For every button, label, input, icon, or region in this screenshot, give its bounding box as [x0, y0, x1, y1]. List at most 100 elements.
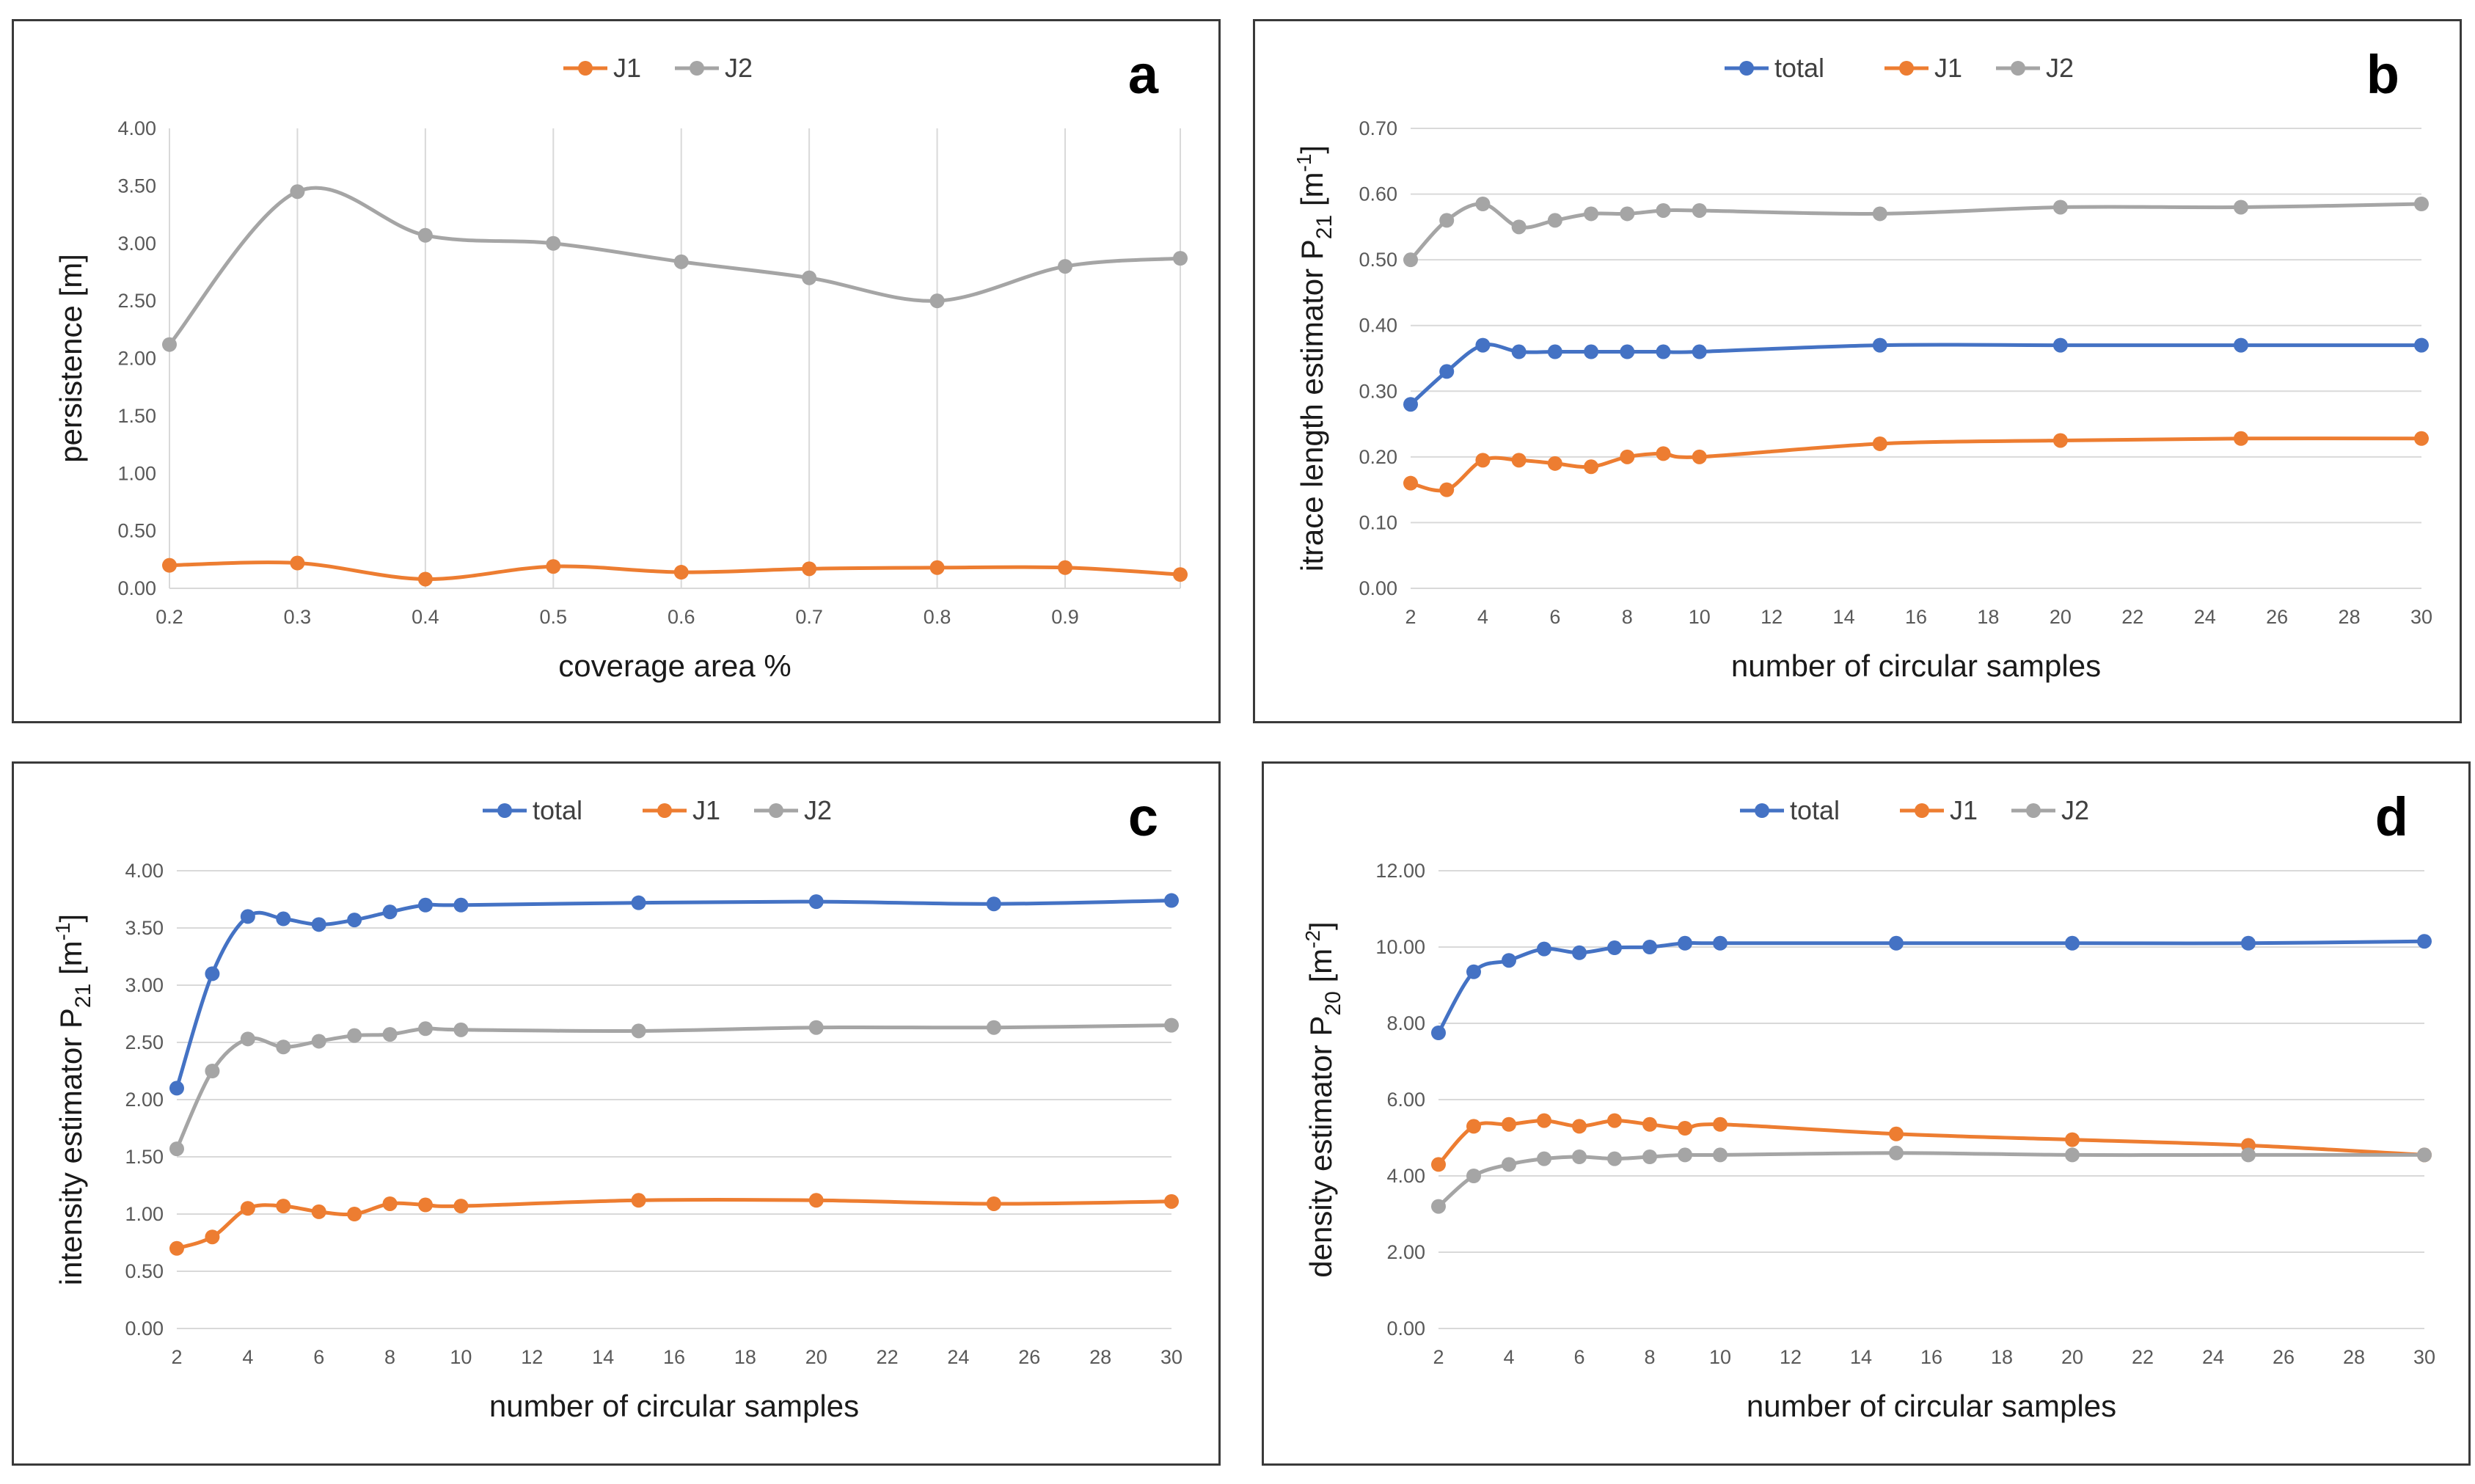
chart-c-ytick-label: 2.00	[125, 1089, 164, 1111]
chart-b-ytick-label: 0.50	[1359, 249, 1397, 271]
chart-b-xtick-label: 10	[1689, 606, 1711, 628]
legend-total-marker	[1739, 61, 1754, 76]
legend-total-label: total	[1774, 53, 1824, 83]
y-axis-title-superscript: -1	[51, 922, 74, 940]
chart-c-point-j1-6	[382, 1196, 398, 1211]
chart-b-point-j1-8	[1692, 449, 1707, 464]
chart-c-point-j2-5	[347, 1028, 362, 1043]
chart-b-point-total-7	[1656, 344, 1671, 359]
chart-d-xtick-label: 2	[1433, 1346, 1444, 1368]
chart-d-ytick-label: 8.00	[1386, 1012, 1425, 1034]
chart-b-point-j1-5	[1584, 459, 1599, 475]
chart-b-point-j1-12	[2414, 431, 2429, 446]
chart-d-point-j1-0	[1431, 1157, 1446, 1172]
chart-c-xtick-label: 2	[171, 1346, 182, 1368]
chart-c-ytick-label: 0.00	[125, 1317, 164, 1339]
chart-c-svg: 0.000.501.001.502.002.503.003.504.002 4 6 8…	[51, 786, 1182, 1423]
chart-a-xtick-label: 0.5	[540, 606, 568, 628]
legend-j1-marker	[578, 61, 593, 76]
chart-c-point-j2-3	[276, 1039, 291, 1055]
chart-c-point-j1-3	[276, 1199, 291, 1214]
chart-a-point-j2-6	[929, 293, 945, 309]
legend-j1-marker	[1915, 803, 1929, 818]
legend-total-label: total	[533, 795, 582, 825]
chart-d-point-j2-9	[1889, 1145, 1904, 1160]
chart-d-xtick-label: 22	[2132, 1346, 2154, 1368]
chart-c-point-j2-10	[808, 1020, 824, 1035]
chart-b-point-total-11	[2233, 337, 2248, 353]
chart-c-point-j1-7	[418, 1197, 433, 1213]
chart-b-xtick-label: 4	[1477, 606, 1488, 628]
chart-a-xtick-label: 0.2	[156, 606, 183, 628]
chart-d-xtick-label: 20	[2061, 1346, 2083, 1368]
chart-b-point-j2-9	[1872, 206, 1887, 222]
chart-d-point-total-12	[2417, 934, 2432, 949]
chart-d-point-j1-7	[1678, 1121, 1692, 1136]
chart-d-xtick-label: 14	[1850, 1346, 1872, 1368]
chart-b-series-line-j1	[1410, 436, 2422, 493]
chart-c-y-axis-title: intensity estimator P21 [m-1]	[51, 914, 95, 1285]
chart-panel-c: 0.00 0.50 1.00 1.50 2.00 2.50 3.00 3.50 4.00 2 4 6 8…	[12, 761, 1221, 1466]
chart-d-point-j1-2	[1502, 1116, 1516, 1132]
chart-d-xtick-label: 10	[1709, 1346, 1731, 1368]
chart-c-point-j1-1	[205, 1229, 220, 1245]
chart-a-ytick-label: 2.00	[117, 348, 156, 370]
chart-b-point-total-8	[1692, 344, 1707, 359]
chart-d-point-j1-5	[1607, 1113, 1622, 1128]
chart-d-point-j1-10	[2065, 1132, 2080, 1147]
chart-b-xtick-label: 8	[1622, 606, 1633, 628]
chart-c-point-j1-10	[808, 1193, 824, 1208]
chart-a-ytick-label: 2.50	[117, 290, 156, 312]
chart-a-ytick-label: 1.00	[117, 462, 156, 484]
chart-c-point-total-0	[169, 1081, 184, 1096]
chart-b-xtick-label: 6	[1549, 606, 1560, 628]
legend-j1-marker	[1899, 61, 1914, 76]
chart-d-point-total-5	[1607, 940, 1622, 956]
chart-b-point-j1-3	[1511, 453, 1527, 468]
y-axis-title-part: density estimator P	[1304, 1016, 1338, 1278]
chart-b-point-j1-10	[2052, 433, 2068, 448]
legend-j2-label: J2	[2046, 53, 2074, 83]
chart-b-series-line-j2	[1409, 202, 2422, 261]
chart-c-xtick-label: 28	[1089, 1346, 1111, 1368]
chart-d-point-j1-4	[1572, 1119, 1587, 1134]
chart-c-point-total-12	[1164, 893, 1179, 908]
chart-c-point-j1-9	[631, 1193, 646, 1208]
chart-a-series-line-j2	[168, 186, 1181, 346]
chart-a-xtick-label: 0.7	[795, 606, 823, 628]
legend-j2-label: J2	[2061, 795, 2089, 825]
chart-c-point-j1-12	[1164, 1194, 1179, 1209]
chart-c-ytick-label: 1.00	[125, 1203, 164, 1225]
chart-d-xtick-label: 26	[2273, 1346, 2295, 1368]
chart-c-point-total-9	[631, 895, 646, 910]
chart-c-point-total-1	[205, 966, 220, 982]
chart-a-point-j1-2	[417, 571, 433, 587]
chart-a-ytick-label: 0.50	[117, 520, 156, 542]
chart-d-point-total-8	[1713, 935, 1728, 951]
chart-b-xtick-label: 14	[1833, 606, 1855, 628]
legend-j1-label: J1	[1950, 795, 1978, 825]
chart-a-point-j1-3	[546, 559, 561, 574]
y-axis-title-superscript: -1	[1293, 154, 1315, 172]
chart-a-point-j1-0	[162, 558, 177, 573]
chart-a-point-j1-1	[290, 555, 305, 571]
chart-c-xtick-label: 26	[1018, 1346, 1040, 1368]
chart-c-point-total-2	[240, 909, 255, 924]
chart-c-ytick-label: 0.50	[125, 1260, 164, 1282]
chart-b-xtick-label: 2	[1405, 606, 1416, 628]
chart-b-point-total-1	[1439, 364, 1455, 379]
chart-a-ytick-label: 4.00	[117, 117, 156, 139]
chart-c-point-total-6	[382, 904, 398, 920]
chart-d-point-j2-8	[1713, 1147, 1728, 1163]
chart-c-point-total-5	[347, 913, 362, 928]
chart-b-point-j2-1	[1439, 213, 1455, 228]
chart-c-point-j2-9	[631, 1023, 646, 1039]
chart-a-point-j1-8	[1173, 567, 1188, 582]
chart-d-xtick-label: 24	[2202, 1346, 2224, 1368]
chart-b-point-j2-11	[2233, 200, 2248, 215]
chart-d-point-j2-5	[1607, 1151, 1622, 1166]
chart-d-point-total-6	[1642, 940, 1657, 954]
chart-c-point-j2-12	[1164, 1017, 1179, 1033]
chart-a-ytick-label: 3.50	[117, 175, 156, 197]
chart-c-point-total-8	[453, 897, 469, 913]
